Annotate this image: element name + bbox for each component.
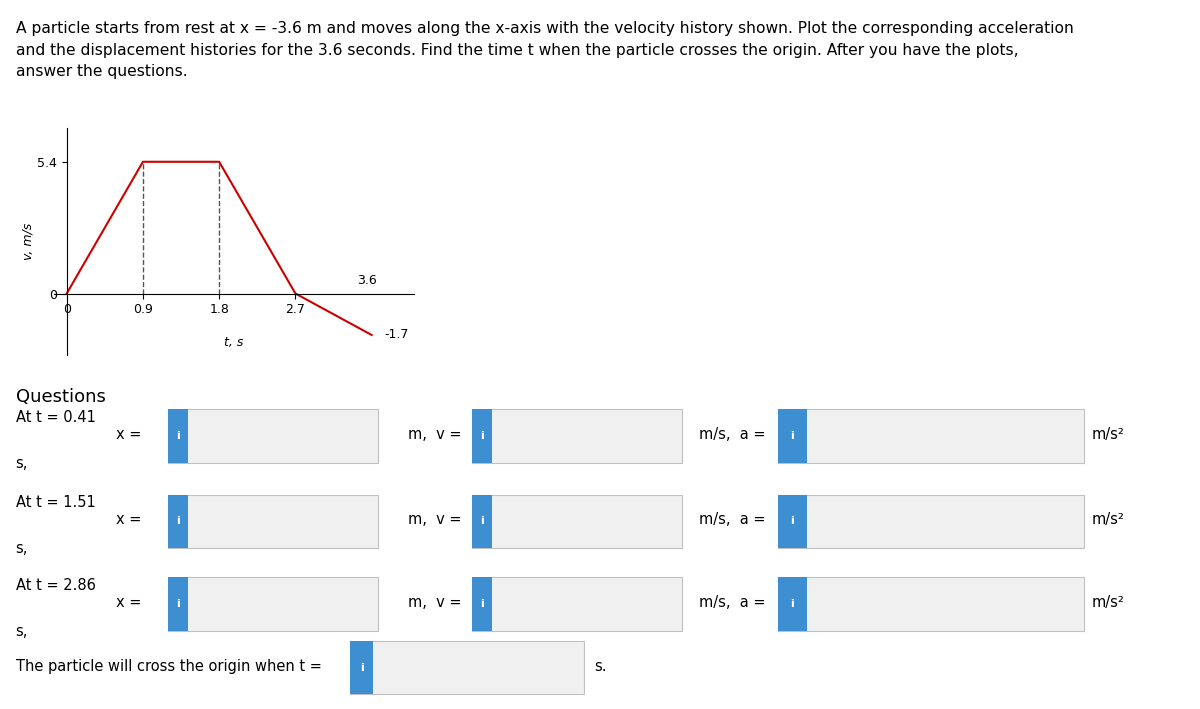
Text: m/s²: m/s² bbox=[1092, 512, 1124, 527]
Text: Questions: Questions bbox=[16, 388, 106, 406]
Text: At t = 2.86: At t = 2.86 bbox=[16, 579, 96, 593]
Text: At t = 0.41: At t = 0.41 bbox=[16, 411, 96, 425]
Text: x =: x = bbox=[116, 427, 142, 442]
Text: i: i bbox=[176, 516, 180, 526]
Text: i: i bbox=[791, 431, 794, 441]
Text: s,: s, bbox=[16, 456, 28, 471]
Text: -1.7: -1.7 bbox=[384, 328, 409, 342]
Text: 3.6: 3.6 bbox=[358, 274, 377, 286]
Text: At t = 1.51: At t = 1.51 bbox=[16, 496, 95, 510]
Text: m,  v =: m, v = bbox=[408, 427, 462, 442]
Text: s.: s. bbox=[594, 659, 606, 674]
Y-axis label: v, m/s: v, m/s bbox=[22, 223, 35, 259]
Text: s,: s, bbox=[16, 541, 28, 556]
X-axis label: t, s: t, s bbox=[224, 335, 244, 349]
Text: m/s²: m/s² bbox=[1092, 595, 1124, 610]
Text: A particle starts from rest at x = -3.6 m and moves along the x-axis with the ve: A particle starts from rest at x = -3.6 … bbox=[16, 21, 1074, 79]
Text: m/s²: m/s² bbox=[1092, 427, 1124, 442]
Text: i: i bbox=[360, 663, 364, 673]
Text: i: i bbox=[176, 431, 180, 441]
Text: x =: x = bbox=[116, 512, 142, 527]
Text: m,  v =: m, v = bbox=[408, 595, 462, 610]
Text: s,: s, bbox=[16, 624, 28, 639]
Text: i: i bbox=[480, 516, 484, 526]
Text: The particle will cross the origin when t =: The particle will cross the origin when … bbox=[16, 659, 322, 674]
Text: m/s,  a =: m/s, a = bbox=[700, 427, 766, 442]
Text: m/s,  a =: m/s, a = bbox=[700, 595, 766, 610]
Text: i: i bbox=[176, 599, 180, 609]
Text: m,  v =: m, v = bbox=[408, 512, 462, 527]
Text: m/s,  a =: m/s, a = bbox=[700, 512, 766, 527]
Text: i: i bbox=[480, 431, 484, 441]
Text: i: i bbox=[480, 599, 484, 609]
Text: i: i bbox=[791, 599, 794, 609]
Text: x =: x = bbox=[116, 595, 142, 610]
Text: i: i bbox=[791, 516, 794, 526]
